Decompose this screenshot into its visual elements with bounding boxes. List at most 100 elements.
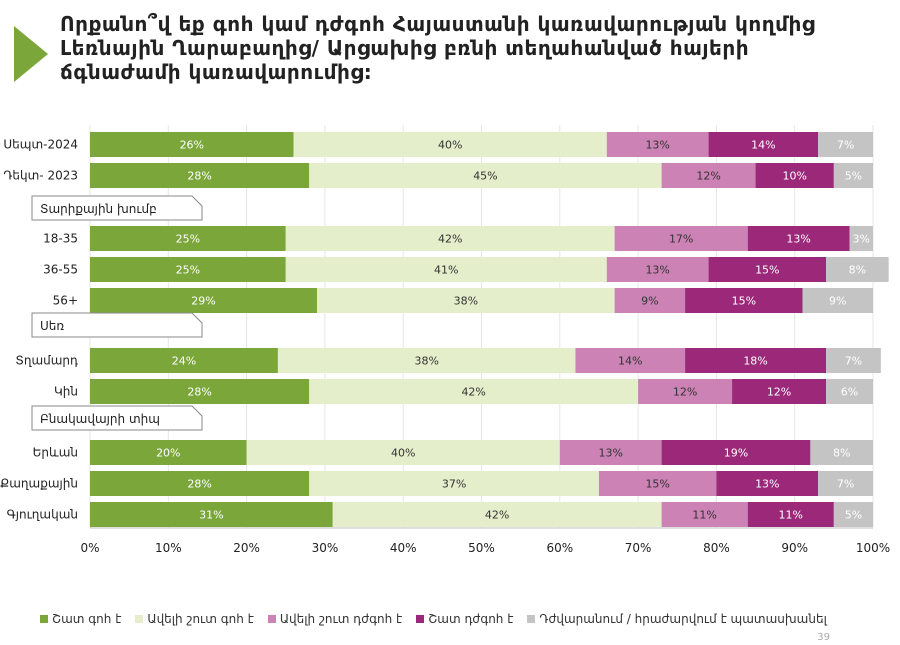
x-tick-label: 80% [703, 541, 730, 555]
bar-segment [598, 471, 717, 496]
group-header-label: Տարիքային խումբ [40, 202, 157, 216]
x-tick-label: 40% [390, 541, 417, 555]
bar-segment [638, 379, 733, 404]
x-tick-label: 50% [468, 541, 495, 555]
legend-item: Ավելի շուտ դժգոհ է [267, 612, 402, 626]
bar-segment [332, 502, 662, 527]
bar-segment [90, 440, 247, 465]
bar-segment [818, 471, 873, 496]
x-tick-label: 70% [625, 541, 652, 555]
bar-segment [285, 257, 607, 282]
data-label: 13% [598, 447, 622, 460]
bar-segment [285, 226, 615, 251]
bar-segment [833, 502, 873, 527]
bar-segment [246, 440, 560, 465]
data-label: 42% [485, 509, 509, 522]
bar-segment [309, 163, 662, 188]
bar-segment [606, 132, 709, 157]
bar-segment [747, 226, 850, 251]
data-label: 15% [732, 295, 756, 308]
data-label: 5% [845, 170, 862, 183]
bar-segment [559, 440, 662, 465]
bar-segment [90, 502, 333, 527]
bar-segment [661, 163, 756, 188]
x-tick-label: 30% [312, 541, 339, 555]
data-label: 6% [841, 386, 858, 399]
bar-segment [826, 257, 889, 282]
data-label: 5% [845, 509, 862, 522]
legend-item: Դժվարանում / հրաժարվում է պատասխանել [527, 612, 827, 626]
bar-segment [747, 502, 834, 527]
bar-segment [685, 348, 827, 373]
page-number: 39 [817, 632, 830, 643]
bar-segment [90, 348, 278, 373]
legend-swatch [267, 615, 276, 623]
x-tick-label: 90% [781, 541, 808, 555]
bar-segment [90, 132, 294, 157]
data-label: 9% [641, 295, 658, 308]
row-label: Գյուղական [7, 508, 78, 522]
bar-segment [755, 163, 834, 188]
bar-segment [826, 348, 881, 373]
data-label: 14% [751, 139, 775, 152]
row-label: Քաղաքային [0, 477, 78, 491]
data-label: 11% [692, 509, 716, 522]
bar-segment [716, 471, 819, 496]
row-label: 18-35 [43, 232, 78, 246]
data-label: 14% [618, 355, 642, 368]
data-label: 28% [187, 478, 211, 491]
bar-segment [661, 440, 811, 465]
data-label: 31% [199, 509, 223, 522]
title-arrow-icon [14, 26, 48, 82]
bar-segment [614, 226, 748, 251]
data-label: 13% [645, 264, 669, 277]
group-header-box [31, 312, 203, 338]
row-label: Սեպտ-2024 [3, 138, 78, 152]
row-label: Տղամարդ [15, 354, 78, 368]
bar-segment [293, 132, 607, 157]
data-label: 3% [853, 233, 870, 246]
data-label: 40% [438, 139, 462, 152]
group-header-label: Բնակավայրի տիպ [40, 412, 160, 426]
data-label: 20% [156, 447, 180, 460]
row-label: 56+ [53, 294, 78, 308]
data-label: 8% [833, 447, 850, 460]
legend-swatch [527, 615, 536, 623]
bar-segment [90, 163, 310, 188]
bar-segment [849, 226, 873, 251]
bar-segment [826, 379, 873, 404]
bar-segment [575, 348, 686, 373]
data-label: 7% [837, 478, 854, 491]
bar-segment [606, 257, 709, 282]
legend-item: Շատ գոհ է [40, 612, 121, 626]
bar-segment [90, 471, 310, 496]
data-label: 8% [849, 264, 866, 277]
data-label: 7% [837, 139, 854, 152]
x-tick-label: 20% [233, 541, 260, 555]
x-tick-label: 60% [546, 541, 573, 555]
data-label: 38% [454, 295, 478, 308]
data-label: 38% [414, 355, 438, 368]
data-label: 40% [391, 447, 415, 460]
group-header-label: Սեռ [40, 319, 64, 333]
row-label: 36-55 [43, 263, 78, 277]
bar-segment [309, 471, 599, 496]
bar-segment [810, 440, 873, 465]
data-label: 15% [645, 478, 669, 491]
bar-segment [317, 288, 615, 313]
data-label: 42% [438, 233, 462, 246]
data-label: 12% [696, 170, 720, 183]
bar-segment [732, 379, 827, 404]
data-label: 17% [669, 233, 693, 246]
data-label: 12% [767, 386, 791, 399]
x-tick-label: 100% [856, 541, 890, 555]
data-label: 13% [645, 139, 669, 152]
bar-segment [277, 348, 576, 373]
legend-label: Շատ դժգոհ է [428, 612, 514, 626]
legend-swatch [416, 615, 425, 623]
data-label: 42% [461, 386, 485, 399]
group-header-box [31, 195, 203, 221]
bar-segment [90, 226, 286, 251]
x-tick-label: 0% [80, 541, 99, 555]
legend-swatch [40, 615, 48, 623]
